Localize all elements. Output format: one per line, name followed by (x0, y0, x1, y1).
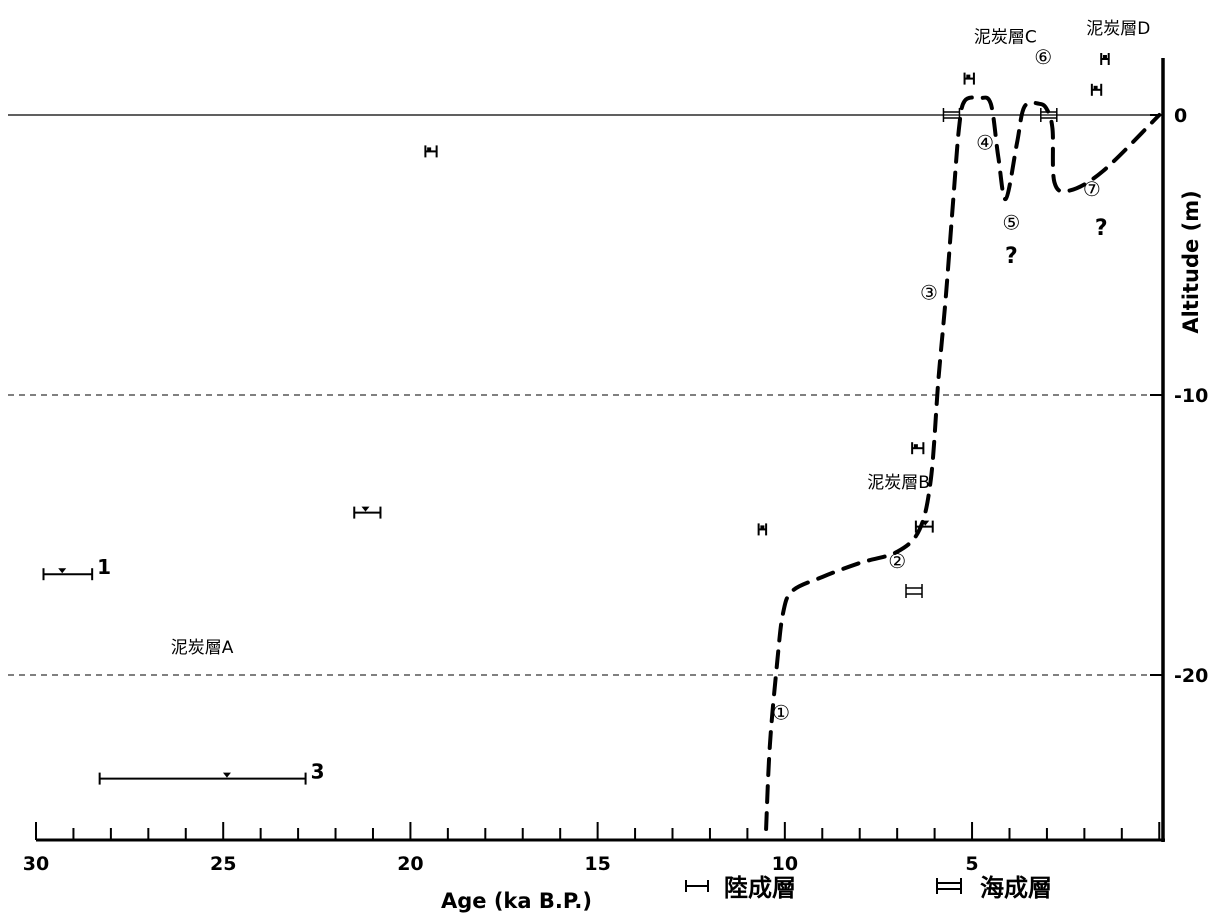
sample-marker-triangle (58, 568, 67, 574)
sea-level-curve-line (764, 95, 1162, 831)
sample-marker-triangle (361, 506, 370, 512)
y-tick-label: -20 (1174, 665, 1208, 687)
y-axis-title: Altitude (m) (1179, 190, 1203, 333)
x-tick-label: 30 (23, 853, 49, 875)
stage-label: ⑦ (1083, 177, 1101, 201)
stage-label: ④ (976, 131, 994, 155)
sample-marker-dot (427, 147, 432, 152)
marine-sample (905, 584, 923, 598)
y-tick-label: 0 (1174, 105, 1187, 127)
sample-marker-dot (1102, 55, 1107, 59)
annotations: ① ② ③ ④ ⑤ ⑥ ⑦?? 泥炭層A 泥炭層B 泥炭層C 泥炭層D (171, 19, 1151, 724)
marine-legend-symbol (936, 878, 962, 894)
legend-label-marine: 海成層 (980, 874, 1052, 902)
terrestrial-sample: 3 (98, 760, 325, 785)
peat-layer-label: 泥炭層C (974, 28, 1037, 48)
terrestrial-sample (353, 506, 382, 519)
sample-marker-triangle (222, 772, 231, 778)
terrestrial-sample (914, 520, 934, 533)
axes (36, 58, 1165, 842)
stage-label: ② (888, 549, 906, 573)
legend-label-terrestrial: 陸成層 (724, 874, 796, 902)
stage-label: ⑥ (1034, 45, 1052, 69)
terrestrial-sample (424, 145, 438, 158)
y-tick-label: -10 (1174, 385, 1208, 407)
legend-item-terrestrial: 陸成層 (685, 874, 796, 902)
stage-label: ⑤ (1002, 210, 1020, 234)
legend-item-marine: 海成層 (936, 874, 1052, 902)
x-tick-label: 25 (210, 853, 236, 875)
stage-label: ③ (920, 280, 938, 304)
terrestrial-sample (1090, 83, 1103, 96)
x-tick-label: 5 (965, 853, 978, 875)
terrestrial-sample (757, 523, 768, 536)
gridlines (8, 114, 1158, 676)
question-mark: ? (1005, 244, 1018, 269)
peat-layer-label: 泥炭層A (171, 638, 234, 658)
sample-marker-triangle (921, 520, 930, 526)
sample-marker-dot (966, 74, 971, 79)
marine-sample (942, 108, 961, 122)
x-tick-label: 10 (772, 853, 798, 875)
x-tick-label: 20 (397, 853, 423, 875)
terrestrial-sample (963, 72, 975, 85)
peat-layer-label: 泥炭層D (1086, 19, 1150, 39)
terrestrial-sample (1100, 53, 1110, 65)
samples: 13 (42, 53, 1110, 785)
peat-layer-label: 泥炭層B (867, 473, 930, 493)
sample-number-label: 3 (311, 760, 325, 784)
terrestrial-legend-symbol (685, 880, 709, 892)
legend: 陸成層 海成層 (685, 874, 1052, 902)
question-mark: ? (1095, 216, 1108, 241)
x-tick-label: 15 (584, 853, 610, 875)
ticks: 30 25 20 15 10 5 0 -10 -20 (23, 105, 1209, 875)
marine-sample (1040, 108, 1058, 122)
sea-level-curve (764, 95, 1162, 831)
sample-marker-dot (760, 525, 765, 530)
stage-label: ① (772, 700, 790, 724)
x-axis-title: Age (ka B.P.) (441, 889, 592, 913)
sample-number-label: 1 (97, 555, 111, 579)
terrestrial-sample: 1 (42, 555, 111, 581)
terrestrial-sample (911, 442, 925, 455)
sample-marker-dot (913, 444, 918, 449)
sample-marker-dot (1093, 85, 1098, 90)
